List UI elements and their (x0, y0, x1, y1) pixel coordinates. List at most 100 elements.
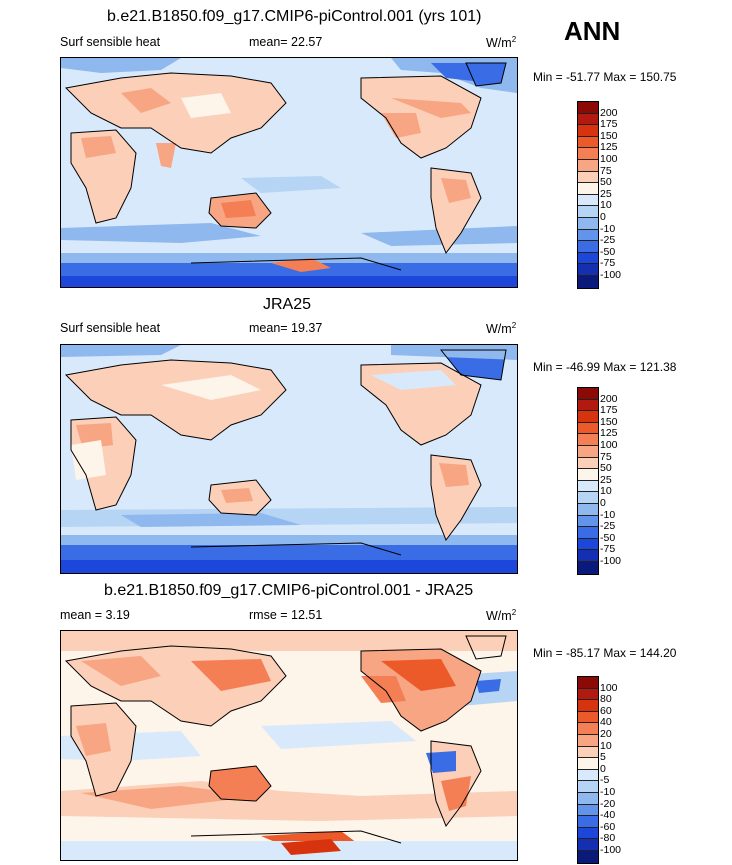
colorbar-swatch (578, 746, 598, 759)
colorbar-swatch (578, 550, 598, 562)
colorbar-swatch (578, 206, 598, 218)
panel2-units: W/m2 (486, 321, 517, 337)
panel3-mean-label: mean = 3.19 (60, 608, 130, 622)
colorbar-tick-label: -10 (600, 786, 616, 798)
panel2-minmax: Min = -46.99 Max = 121.38 (533, 360, 677, 374)
panel2-colorbar (577, 387, 599, 575)
colorbar-swatch (578, 711, 598, 724)
colorbar-swatch (578, 781, 598, 793)
colorbar-tick-label: -25 (600, 234, 616, 247)
panel3-units: W/m2 (486, 608, 517, 624)
colorbar-swatch (578, 827, 598, 840)
colorbar-tick-label: 175 (600, 118, 618, 131)
colorbar-swatch (578, 217, 598, 230)
panel3-map (60, 630, 518, 861)
colorbar-tick-label: 0 (600, 211, 606, 223)
colorbar-tick-label: -50 (600, 531, 616, 544)
colorbar-tick-label: 100 (600, 439, 618, 451)
panel1-mean-label: mean= 22.57 (249, 35, 323, 49)
colorbar-swatch (578, 769, 598, 782)
colorbar-tick-label: -80 (600, 832, 616, 845)
colorbar-swatch (578, 422, 598, 435)
colorbar-swatch (578, 457, 598, 470)
colorbar-tick-label: -25 (600, 520, 616, 533)
colorbar-tick-label: 25 (600, 187, 612, 200)
colorbar-swatch (578, 561, 598, 574)
colorbar-tick-label: 0 (600, 497, 606, 509)
colorbar-swatch (578, 503, 598, 516)
colorbar-tick-label: -100 (600, 555, 622, 567)
colorbar-tick-label: 10 (600, 485, 612, 498)
colorbar-tick-label: 80 (600, 693, 612, 706)
colorbar-swatch (578, 241, 598, 253)
panel1-title: b.e21.B1850.f09_g17.CMIP6-piControl.001 … (107, 8, 482, 25)
colorbar-tick-label: 100 (600, 153, 618, 165)
colorbar-tick-label: 175 (600, 404, 618, 417)
colorbar-swatch (578, 434, 598, 446)
panel2-map (60, 344, 518, 574)
panel1-units: W/m2 (486, 35, 517, 51)
colorbar-swatch (578, 113, 598, 126)
colorbar-swatch (578, 850, 598, 863)
colorbar-swatch (578, 792, 598, 805)
panel2-field-label: Surf sensible heat (60, 321, 161, 335)
colorbar-tick-label: -75 (600, 257, 616, 270)
colorbar-swatch (578, 148, 598, 160)
colorbar-swatch (578, 252, 598, 265)
colorbar-swatch (578, 229, 598, 242)
colorbar-swatch (578, 445, 598, 458)
colorbar-swatch (578, 399, 598, 412)
colorbar-tick-label: 50 (600, 462, 612, 475)
colorbar-swatch (578, 136, 598, 149)
colorbar-tick-label: -50 (600, 245, 616, 258)
colorbar-tick-label: 0 (600, 762, 606, 775)
colorbar-swatch (578, 480, 598, 493)
colorbar-tick-label: -100 (600, 844, 622, 856)
panel2-mean-label: mean= 19.37 (249, 321, 323, 335)
colorbar-swatch (578, 677, 598, 689)
colorbar-swatch (578, 388, 598, 400)
colorbar-tick-label: 20 (600, 728, 612, 740)
colorbar-tick-label: 25 (600, 473, 612, 486)
colorbar-tick-label: -10 (600, 222, 616, 235)
season-label: ANN (564, 16, 621, 46)
colorbar-swatch (578, 183, 598, 195)
panel3-title: b.e21.B1850.f09_g17.CMIP6-piControl.001 … (104, 582, 474, 599)
colorbar-tick-label: 60 (600, 704, 612, 717)
panel1-field-label: Surf sensible heat (60, 35, 161, 49)
colorbar-tick-label: 100 (600, 681, 618, 694)
colorbar-swatch (578, 839, 598, 851)
colorbar-swatch (578, 275, 598, 288)
panel1-minmax: Min = -51.77 Max = 150.75 (533, 70, 677, 84)
panel2-title: JRA25 (263, 296, 312, 313)
colorbar-swatch (578, 688, 598, 701)
colorbar-tick-label: -100 (600, 269, 622, 281)
colorbar-tick-label: 50 (600, 176, 612, 189)
colorbar-tick-label: -75 (600, 543, 616, 556)
colorbar-swatch (578, 734, 598, 747)
colorbar-tick-label: 75 (600, 164, 612, 177)
colorbar-swatch (578, 102, 598, 114)
colorbar-swatch (578, 411, 598, 423)
colorbar-swatch (578, 194, 598, 207)
colorbar-swatch (578, 758, 598, 770)
colorbar-tick-label: 10 (600, 739, 612, 752)
panel1-colorbar (577, 101, 599, 289)
colorbar-swatch (578, 538, 598, 551)
colorbar-swatch (578, 171, 598, 184)
colorbar-tick-label: 200 (600, 106, 618, 119)
colorbar-swatch (578, 469, 598, 481)
colorbar-swatch (578, 125, 598, 137)
colorbar-tick-label: 150 (600, 415, 618, 428)
colorbar-tick-label: 40 (600, 716, 612, 729)
colorbar-tick-label: 150 (600, 129, 618, 142)
panel3-minmax: Min = -85.17 Max = 144.20 (533, 646, 677, 660)
colorbar-swatch (578, 527, 598, 539)
colorbar-tick-label: -10 (600, 508, 616, 521)
colorbar-tick-label: -20 (600, 797, 616, 810)
panel1-map (60, 57, 518, 288)
colorbar-swatch (578, 515, 598, 528)
colorbar-tick-label: 10 (600, 199, 612, 212)
colorbar-tick-label: -5 (600, 774, 610, 787)
colorbar-tick-label: 125 (600, 141, 618, 154)
